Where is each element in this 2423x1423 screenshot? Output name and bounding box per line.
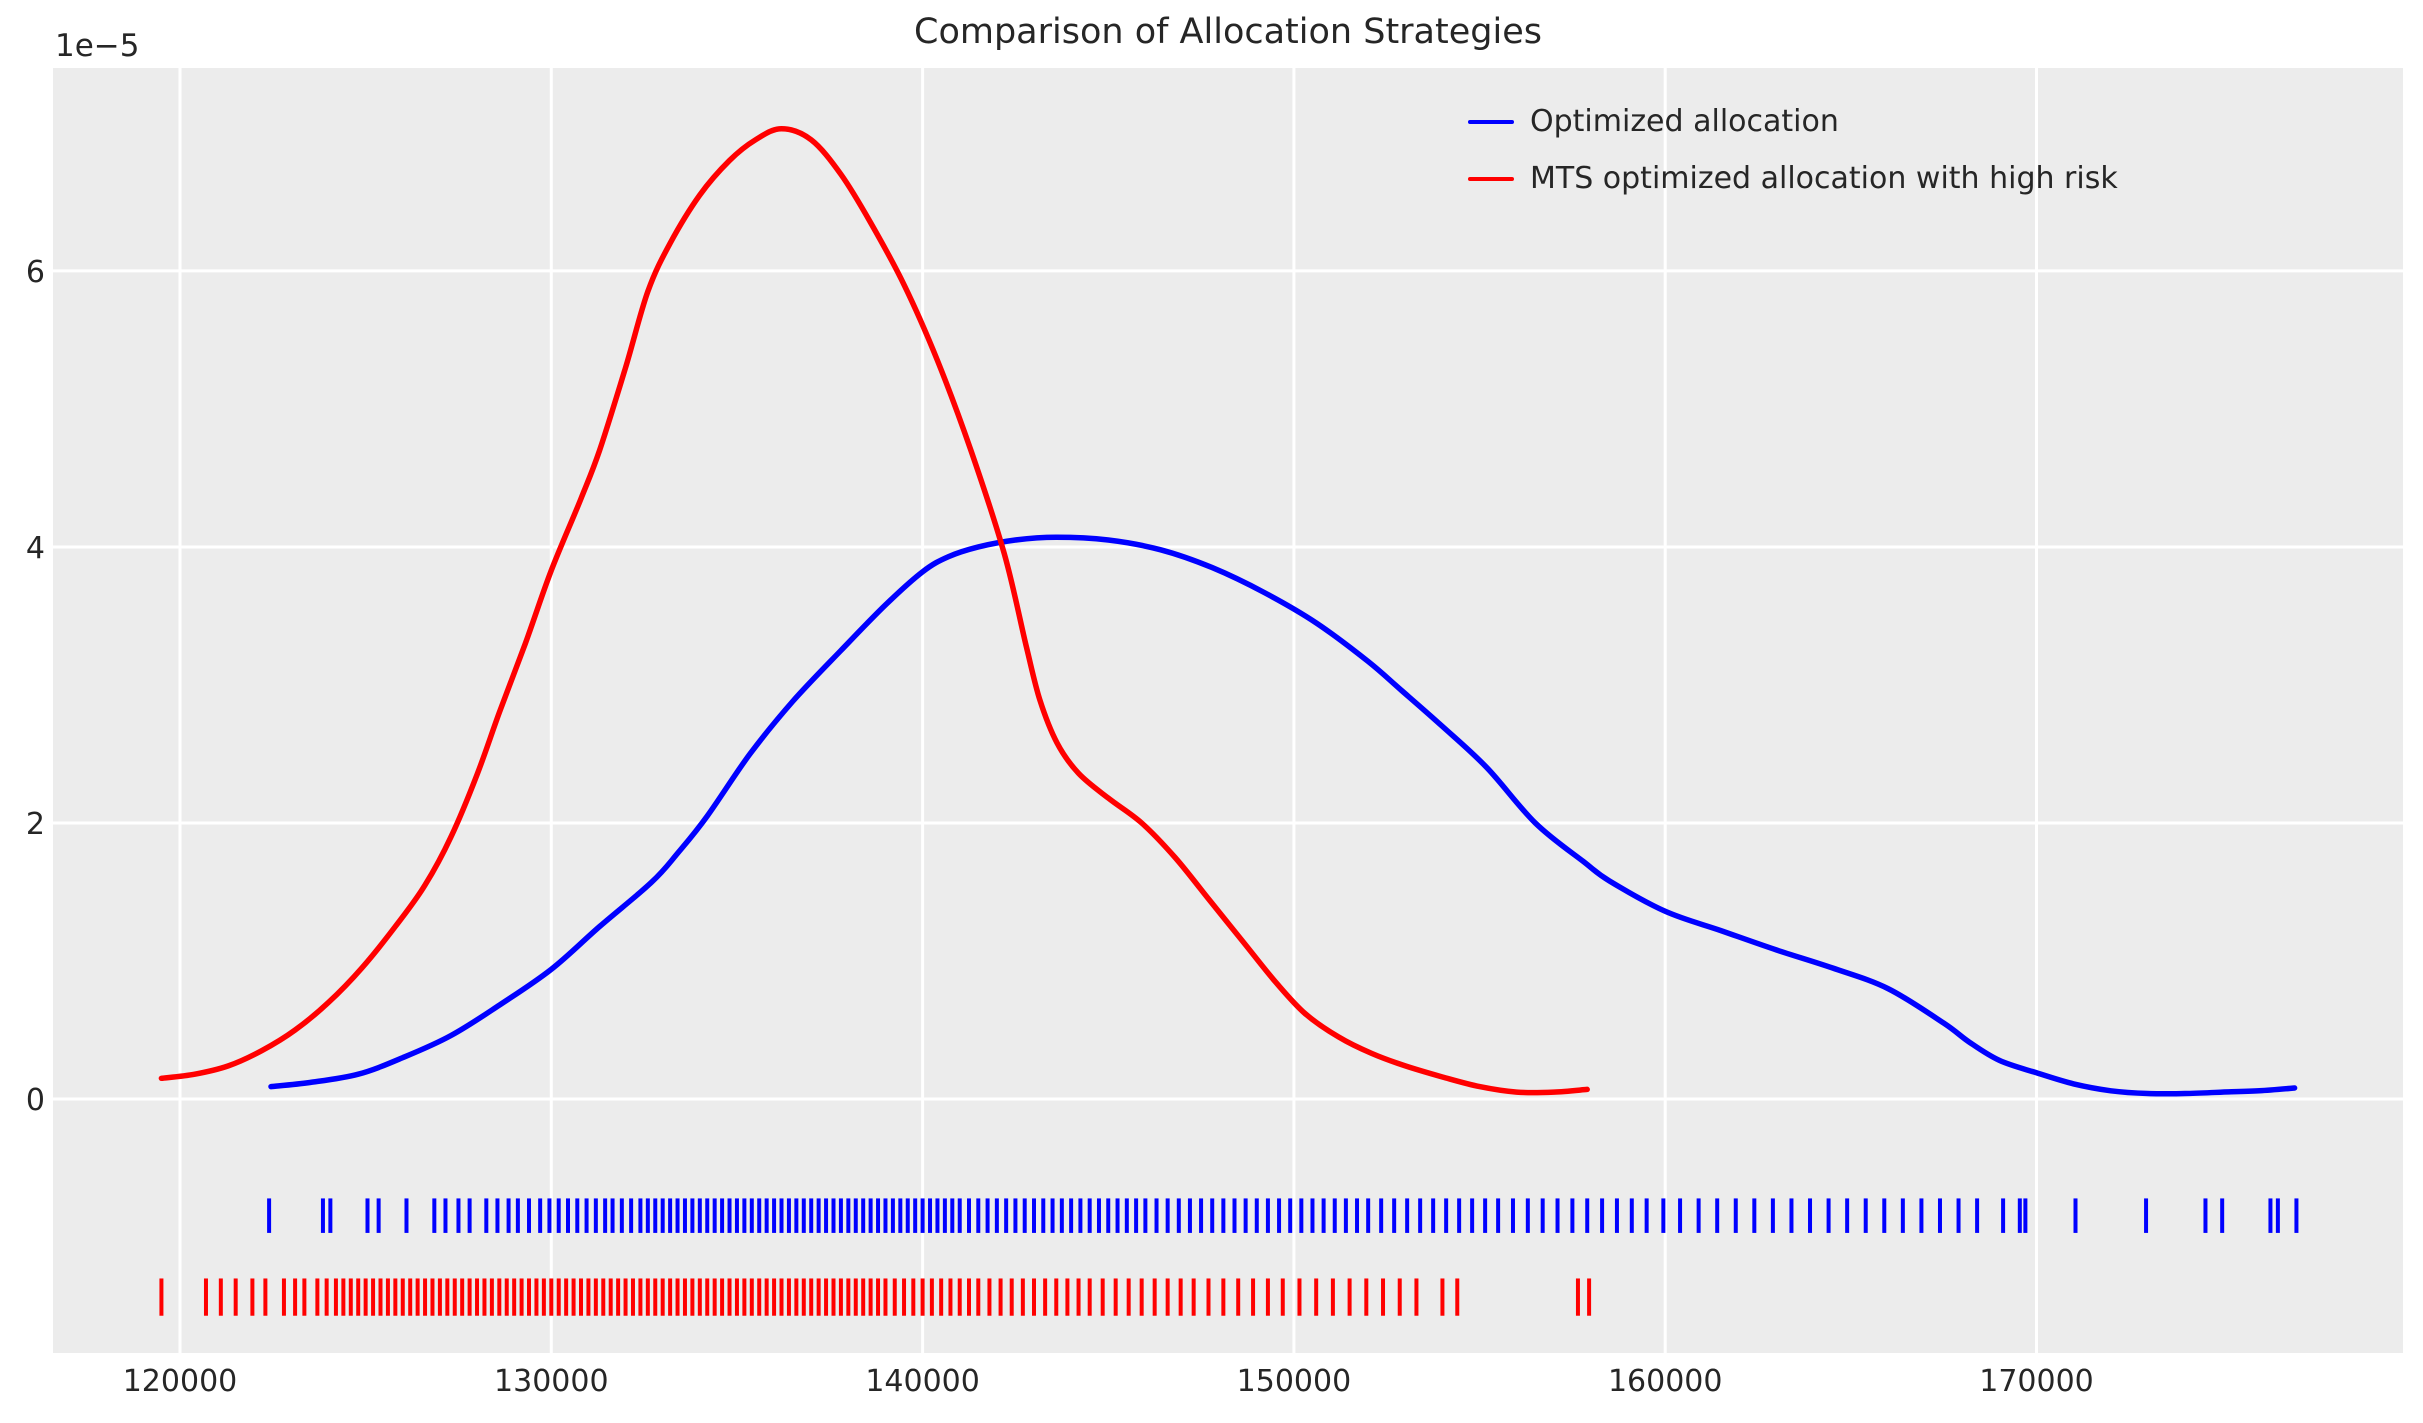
- x-tick-label: 140000: [865, 1364, 980, 1399]
- plot-area: [53, 68, 2403, 1353]
- legend-entry-optimized: Optimized allocation: [1468, 93, 2118, 150]
- chart-title: Comparison of Allocation Strategies: [914, 12, 1542, 52]
- x-tick-label: 170000: [1979, 1364, 2094, 1399]
- x-tick-label: 150000: [1237, 1364, 1352, 1399]
- x-tick-label: 160000: [1608, 1364, 1723, 1399]
- y-axis-offset-label: 1e−5: [55, 28, 140, 64]
- y-tick-label: 2: [26, 807, 45, 842]
- y-tick-label: 0: [26, 1083, 45, 1118]
- legend-line-blue: [1468, 119, 1514, 124]
- legend-line-red: [1468, 176, 1514, 181]
- legend-entry-mts: MTS optimized allocation with high risk: [1468, 150, 2118, 207]
- kde-curve-optimized: [268, 534, 2298, 1097]
- y-tick-label: 4: [26, 531, 45, 566]
- legend: Optimized allocation MTS optimized alloc…: [1468, 93, 2118, 207]
- y-tick-label: 6: [26, 255, 45, 290]
- kde-curve-mts: [158, 125, 1590, 1096]
- legend-label-optimized: Optimized allocation: [1530, 104, 1839, 139]
- x-tick-label: 120000: [123, 1364, 238, 1399]
- x-tick-label: 130000: [494, 1364, 609, 1399]
- legend-label-mts: MTS optimized allocation with high risk: [1530, 161, 2118, 196]
